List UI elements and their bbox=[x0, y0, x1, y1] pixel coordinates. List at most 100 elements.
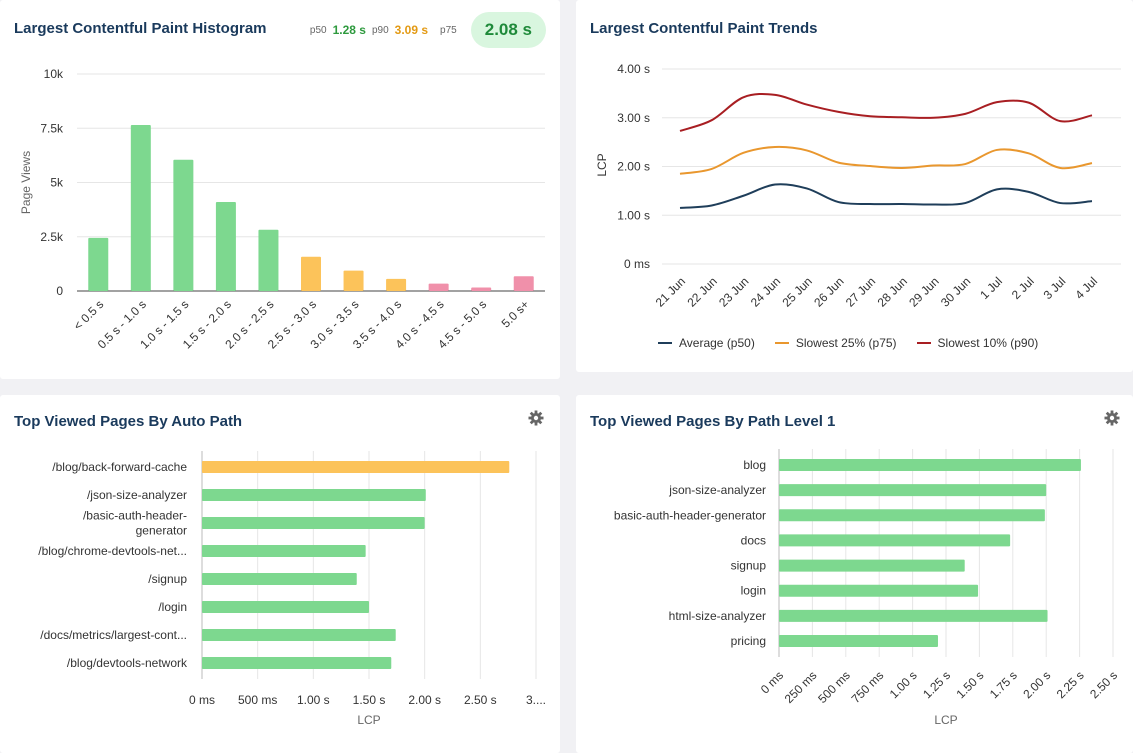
histogram-bar bbox=[513, 276, 534, 291]
x-tick-label: 22 Jun bbox=[684, 274, 719, 309]
histogram-bar bbox=[471, 287, 492, 291]
page-bar bbox=[202, 657, 392, 669]
p90-label: p90 bbox=[371, 24, 389, 36]
x-tick-label: 1.25 s bbox=[920, 668, 953, 701]
x-tick-label: 500 ms bbox=[815, 668, 853, 706]
series-line bbox=[679, 145, 1093, 175]
page-bar bbox=[779, 459, 1081, 471]
x-tick-label: 1.50 s bbox=[353, 693, 386, 707]
x-tick-label: 2 Jul bbox=[1009, 274, 1037, 302]
x-tick-label: 21 Jun bbox=[653, 274, 688, 309]
category-label: pricing bbox=[731, 634, 766, 648]
y-tick-label: 0 bbox=[56, 284, 63, 298]
category-label: /basic-auth-header- bbox=[83, 509, 187, 523]
auto-path-chart: 0 ms 500 ms 1.00 s 1.50 s 2.00 s 2.50 s 3.... /… bbox=[38, 451, 546, 727]
histogram-bar bbox=[258, 229, 279, 291]
category-label: /json-size-analyzer bbox=[87, 488, 187, 502]
x-tick-label: 4 Jul bbox=[1072, 274, 1100, 302]
trends-panel: Largest Contentful Paint Trends 0 ms 1.00… bbox=[576, 0, 1133, 372]
category-label: login bbox=[741, 584, 766, 598]
page-bar bbox=[202, 629, 396, 641]
category-label: signup bbox=[731, 559, 767, 573]
legend-swatch-p50 bbox=[658, 342, 672, 344]
y-tick-label: 10k bbox=[44, 67, 64, 81]
category-label: docs bbox=[741, 533, 766, 547]
p50-label: p50 bbox=[309, 24, 327, 36]
page-bar bbox=[202, 601, 369, 613]
histogram-bar bbox=[301, 256, 321, 291]
x-tick-label: 250 ms bbox=[782, 668, 820, 706]
category-label: basic-auth-header-generator bbox=[614, 508, 766, 522]
x-tick-label: 27 Jun bbox=[843, 274, 878, 309]
y-tick-label: 3.00 s bbox=[617, 111, 650, 125]
y-tick-label: 5k bbox=[50, 176, 64, 190]
x-tick-label: 26 Jun bbox=[811, 274, 846, 309]
histogram-bar bbox=[428, 283, 449, 291]
y-axis-title: Page Views bbox=[19, 151, 33, 214]
legend-item-p75[interactable]: Slowest 25% (p75) bbox=[774, 336, 897, 350]
page-bar bbox=[779, 635, 938, 647]
x-tick-label: 24 Jun bbox=[748, 274, 783, 309]
x-tick-label: 23 Jun bbox=[716, 274, 751, 309]
series-line bbox=[679, 183, 1093, 209]
x-tick-label: < 0.5 s bbox=[71, 297, 107, 333]
page-bar bbox=[202, 573, 357, 585]
category-label: generator bbox=[136, 524, 187, 538]
legend-item-p50[interactable]: Average (p50) bbox=[658, 336, 755, 350]
x-tick-label: 2.00 s bbox=[1020, 668, 1053, 701]
category-label: /docs/metrics/largest-cont... bbox=[40, 628, 187, 642]
p50-value: 1.28 s bbox=[332, 23, 366, 37]
category-label: /blog/devtools-network bbox=[67, 656, 188, 670]
category-label: /blog/chrome-devtools-net... bbox=[38, 544, 187, 558]
x-tick-label: 1.00 s bbox=[887, 668, 920, 701]
path-level-panel: Top Viewed Pages By Path Level 1 0 ms 250… bbox=[576, 395, 1133, 753]
y-tick-label: 2.00 s bbox=[617, 160, 650, 174]
histogram-panel: Largest Contentful Paint Histogram p50 1… bbox=[0, 0, 560, 379]
histogram-bar bbox=[173, 159, 194, 291]
x-tick-label: 0 ms bbox=[758, 668, 786, 696]
x-tick-label: 1.00 s bbox=[297, 693, 330, 707]
y-tick-label: 0 ms bbox=[624, 257, 650, 271]
histogram-bar bbox=[215, 202, 236, 291]
page-bar bbox=[779, 534, 1011, 547]
p90-value: 3.09 s bbox=[394, 23, 429, 37]
category-label: blog bbox=[743, 458, 766, 472]
page-bar bbox=[202, 461, 510, 473]
category-label: json-size-analyzer bbox=[668, 483, 766, 497]
auto-path-title: Top Viewed Pages By Auto Path bbox=[14, 413, 243, 430]
trends-title: Largest Contentful Paint Trends bbox=[590, 20, 818, 37]
trends-legend: Average (p50) Slowest 25% (p75) Slowest … bbox=[658, 336, 1038, 350]
x-tick-label: 0 ms bbox=[189, 693, 215, 707]
page-bar bbox=[779, 609, 1048, 622]
x-tick-label: 3 Jul bbox=[1041, 274, 1069, 302]
histogram-bar bbox=[130, 124, 151, 292]
category-label: /login bbox=[158, 600, 187, 614]
y-tick-label: 7.5k bbox=[40, 121, 64, 135]
x-tick-label: 25 Jun bbox=[780, 274, 815, 309]
x-tick-label: 3.... bbox=[526, 693, 546, 707]
x-tick-label: 29 Jun bbox=[906, 274, 941, 309]
page-bar bbox=[779, 509, 1045, 522]
y-tick-label: 1.00 s bbox=[617, 208, 650, 222]
gear-icon[interactable] bbox=[1104, 410, 1120, 426]
category-label: /blog/back-forward-cache bbox=[52, 460, 187, 474]
x-axis-title: LCP bbox=[357, 713, 380, 727]
page-bar bbox=[202, 545, 366, 557]
page-bar bbox=[779, 584, 979, 597]
x-tick-label: 2.50 s bbox=[1087, 668, 1120, 701]
path-level-title: Top Viewed Pages By Path Level 1 bbox=[590, 413, 836, 430]
gear-icon[interactable] bbox=[528, 410, 544, 426]
legend-swatch-p75 bbox=[774, 342, 789, 344]
legend-label-p75: Slowest 25% (p75) bbox=[795, 336, 897, 350]
trends-chart: 0 ms 1.00 s 2.00 s 3.00 s 4.00 s LCP 21 Jun22 … bbox=[595, 62, 1121, 310]
page-bar bbox=[202, 489, 426, 501]
percentile-summary: p50 1.28 s p90 3.09 s p75 2.08 s bbox=[310, 12, 546, 48]
x-tick-label: 28 Jun bbox=[875, 274, 910, 309]
histogram-bar bbox=[386, 278, 407, 291]
page-bar bbox=[779, 559, 965, 572]
category-label: /signup bbox=[148, 572, 187, 586]
page-bar bbox=[202, 517, 425, 529]
legend-item-p90[interactable]: Slowest 10% (p90) bbox=[916, 336, 1038, 350]
